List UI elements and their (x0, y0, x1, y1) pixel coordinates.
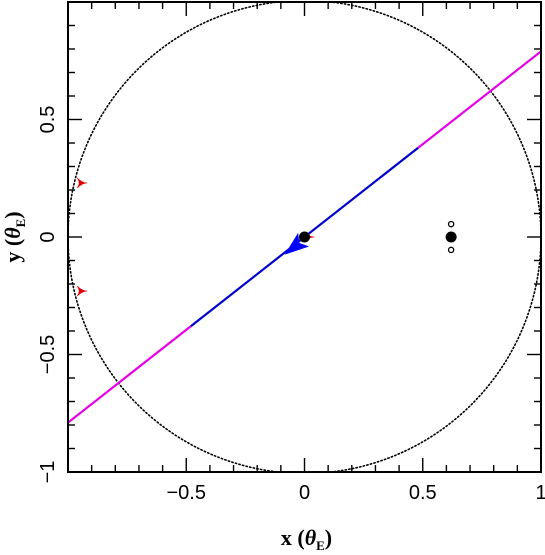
source-trajectory (68, 49, 541, 425)
companion-image-point (447, 220, 455, 228)
caustic-markers (76, 177, 315, 297)
companion-image-point (447, 246, 455, 254)
y-tick-label: 0.5 (37, 106, 59, 134)
lens-components (299, 220, 457, 254)
trajectory-outer-segment (68, 325, 192, 425)
y-tick-label: −0.5 (37, 335, 59, 374)
x-tick-labels: −0.5 0 0.5 1 (167, 482, 545, 504)
y-tick-label: −1 (37, 461, 59, 484)
x-tick-label: −0.5 (167, 482, 206, 504)
trajectory-direction-arrow (284, 232, 310, 255)
trajectory-arrow (284, 232, 310, 255)
x-tick-label: 0.5 (409, 482, 437, 504)
companion-lens-point (445, 231, 457, 243)
primary-lens-point (299, 231, 310, 243)
x-tick-label: 1 (535, 482, 545, 504)
caustic-cusp (76, 177, 88, 189)
x-axis-label: x (θE) (281, 525, 332, 553)
y-tick-label: 0 (37, 231, 59, 242)
axis-ticks (67, 1, 542, 473)
y-axis-label: y (θE) (0, 211, 28, 262)
x-tick-label: 0 (299, 482, 310, 504)
y-tick-labels: −1 −0.5 0 0.5 (37, 106, 59, 484)
trajectory-outer-segment (417, 49, 541, 149)
caustic-cusp (76, 285, 88, 297)
